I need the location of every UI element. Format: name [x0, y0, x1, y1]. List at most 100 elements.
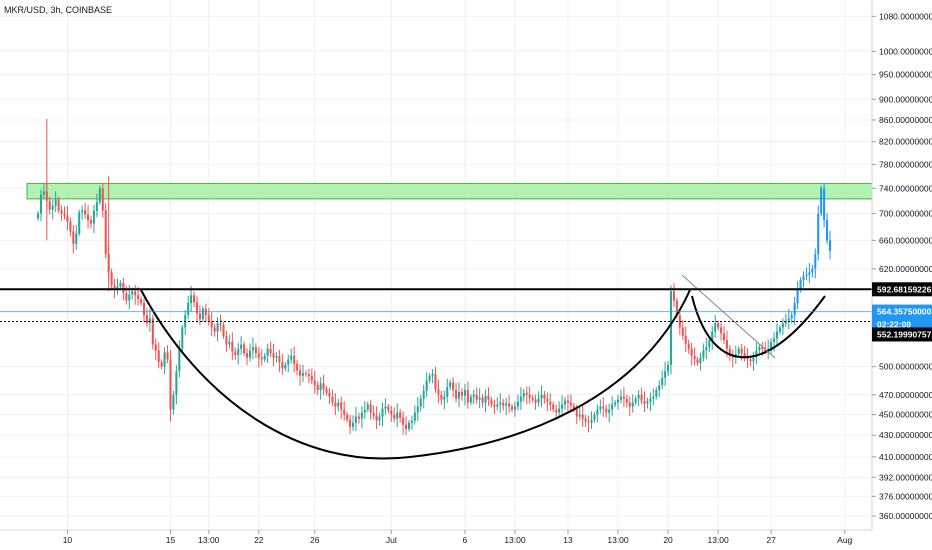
candle: [248, 343, 252, 362]
candle-body: [384, 406, 387, 409]
dotted-level-badge-bg: [872, 327, 932, 342]
candle-body: [631, 402, 634, 407]
candle: [243, 341, 246, 356]
candle: [304, 370, 307, 377]
time-tick-label: 26: [310, 535, 320, 545]
candle-body: [346, 414, 349, 420]
candle: [460, 388, 464, 401]
candle-body: [773, 338, 776, 342]
candle-body: [172, 394, 175, 410]
candle: [714, 314, 717, 338]
candle-body: [652, 396, 655, 399]
candle: [222, 322, 225, 339]
candle: [513, 401, 516, 417]
candle-body: [720, 327, 723, 334]
candle-body: [316, 385, 319, 390]
candle: [566, 394, 569, 413]
candle: [455, 382, 458, 403]
candle: [637, 389, 640, 407]
candle-body: [540, 394, 543, 399]
candle: [204, 303, 207, 323]
candle-body: [240, 344, 243, 349]
candle: [487, 387, 490, 406]
time-tick-label: 13:00: [607, 535, 629, 545]
candle: [396, 403, 399, 428]
candle-body: [758, 347, 761, 351]
candle-body: [193, 295, 196, 303]
candle: [572, 402, 575, 413]
price-tick-label: 950.00000000: [879, 70, 932, 80]
candle-body: [42, 191, 45, 195]
candle-body: [81, 210, 84, 213]
countdown-badge-text: 02:22:09: [877, 320, 911, 330]
candle: [381, 402, 384, 427]
candle: [493, 399, 496, 414]
candle: [104, 203, 107, 259]
price-axis[interactable]: 1080.00000000 1000.00000000 950.00000000 90…: [871, 0, 932, 530]
candle-body: [466, 389, 469, 403]
candle-body: [528, 394, 531, 398]
candle: [325, 386, 328, 396]
candle-body: [157, 350, 160, 363]
candle-body: [113, 285, 116, 289]
candle-body: [175, 371, 178, 395]
candle-body: [575, 409, 578, 417]
candle: [166, 345, 169, 364]
candle-body: [60, 210, 63, 214]
candle: [655, 387, 658, 400]
candle: [140, 296, 143, 306]
candle: [119, 280, 122, 290]
candle-body: [369, 404, 372, 413]
candle: [213, 323, 216, 337]
candle-body: [537, 398, 540, 403]
candle-body: [357, 416, 360, 419]
candle: [540, 385, 543, 408]
candle: [596, 404, 599, 422]
candle-body: [119, 282, 122, 287]
candle-body: [717, 323, 720, 328]
candle-body: [661, 377, 664, 386]
candle-body: [823, 188, 826, 221]
cup-curve: [140, 289, 691, 460]
candle-body: [334, 402, 337, 407]
candle-body: [263, 355, 266, 360]
candle: [563, 396, 567, 410]
candle: [287, 354, 290, 373]
candle: [531, 394, 534, 403]
candle: [134, 285, 137, 305]
dotted-level-badge-text: 552.19990757: [877, 329, 932, 339]
candle: [95, 193, 98, 218]
candle: [337, 398, 340, 412]
candle: [231, 332, 234, 360]
time-axis[interactable]: 10 15 13:00 22 26 Jul 6 13:00 13 13:00 20 13:00 27 Au…: [0, 529, 872, 545]
price-tick-label: 410.00000000: [879, 452, 932, 462]
candle-body: [784, 320, 787, 324]
candle: [778, 324, 781, 335]
candle: [72, 225, 75, 254]
candle: [569, 394, 572, 412]
candle-body: [490, 399, 493, 405]
time-tick-label: 10: [63, 535, 73, 545]
candle-body: [328, 392, 331, 397]
candle-body: [605, 408, 608, 413]
candle-body: [578, 414, 581, 417]
candle-body: [63, 213, 66, 216]
candle-body: [378, 416, 381, 421]
candle-body: [622, 396, 625, 399]
candle-body: [608, 409, 611, 413]
price-tick-label: 620.00000000: [879, 264, 932, 274]
price-tick-label: 470.00000000: [879, 390, 932, 400]
candle-body: [740, 348, 743, 354]
candle-body: [75, 233, 78, 244]
candle: [349, 414, 352, 435]
candle: [702, 343, 705, 362]
time-tick-label: 13: [563, 535, 573, 545]
candle-body: [48, 200, 51, 210]
candle: [469, 394, 472, 406]
candle-body: [705, 347, 708, 351]
candle: [440, 390, 443, 405]
candle-body: [340, 402, 343, 410]
candle-body: [57, 199, 60, 211]
candle-body: [319, 383, 322, 390]
